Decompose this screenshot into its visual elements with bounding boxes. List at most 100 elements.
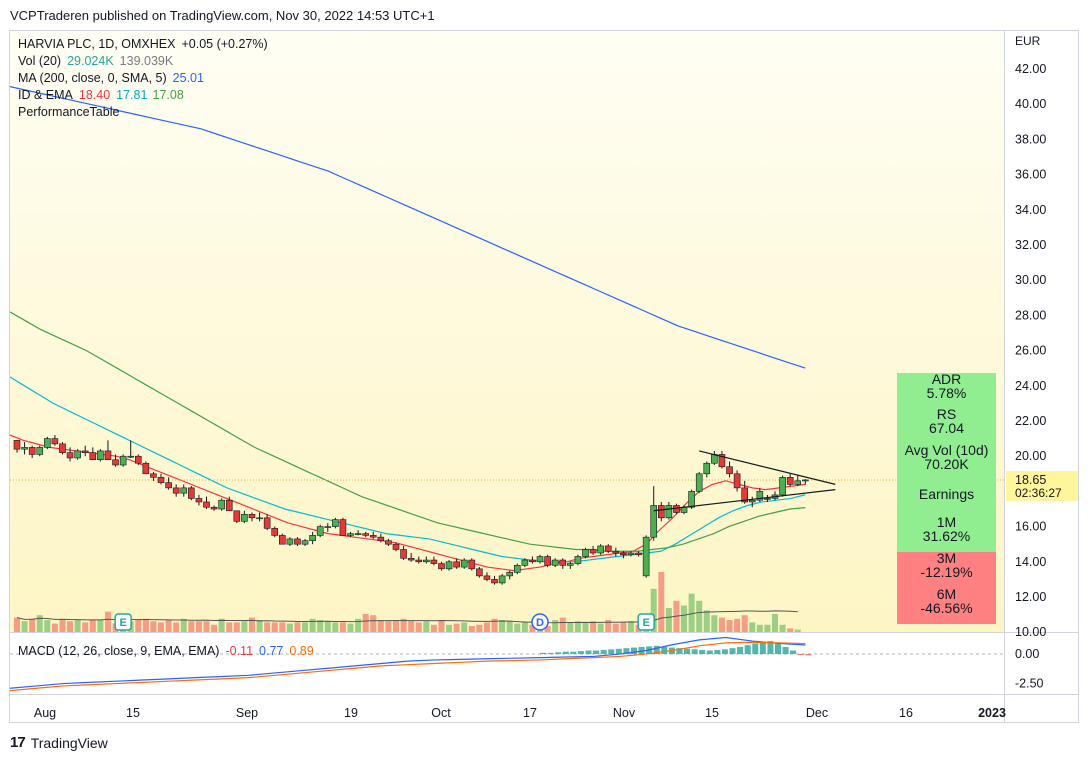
candle-body[interactable] (81, 450, 89, 453)
candle-body[interactable] (150, 473, 157, 478)
candle-body[interactable] (589, 549, 597, 554)
candle-body[interactable] (748, 499, 756, 503)
triangle-pattern[interactable] (653, 450, 836, 512)
candle-body[interactable] (172, 487, 180, 494)
candle-body[interactable] (407, 557, 415, 561)
candle-body[interactable] (210, 506, 218, 510)
candle-body[interactable] (225, 499, 233, 512)
candle-body[interactable] (513, 565, 521, 573)
candle-body[interactable] (324, 526, 332, 528)
candle-body[interactable] (28, 447, 36, 455)
candle-body[interactable] (529, 559, 536, 563)
candle-body[interactable] (278, 535, 286, 545)
candle-body[interactable] (316, 526, 324, 536)
candle-body[interactable] (764, 498, 771, 500)
candle-body[interactable] (165, 482, 172, 489)
candle-body[interactable] (665, 505, 673, 519)
candle-body[interactable] (347, 533, 354, 536)
candle-body[interactable] (657, 505, 665, 519)
chart-canvas[interactable]: E D E EUR 42.00 40.00 38.00 36.00 34.00 32.00 30.… (9, 31, 1078, 722)
triangle-lower-line[interactable] (653, 489, 836, 512)
candle-body[interactable] (44, 438, 51, 448)
candle-body[interactable] (733, 473, 741, 489)
candle-body[interactable] (741, 487, 748, 503)
candle-body[interactable] (415, 559, 423, 563)
candle-body[interactable] (301, 540, 309, 545)
price-axis[interactable]: EUR 42.00 40.00 38.00 36.00 34.00 32.00 30.00 28… (1006, 34, 1078, 639)
candle-body[interactable] (362, 533, 369, 536)
candle-body[interactable] (286, 538, 294, 545)
candle-body[interactable] (673, 505, 680, 513)
candle-body[interactable] (66, 452, 74, 459)
candle-body[interactable] (263, 517, 271, 529)
dividend-marker-icon[interactable] (531, 613, 549, 631)
candle-body[interactable] (195, 498, 203, 503)
candle-body[interactable] (59, 443, 66, 453)
candle-body[interactable] (74, 450, 81, 459)
candle-body[interactable] (718, 454, 726, 468)
candle-body[interactable] (627, 552, 635, 556)
candle-body[interactable] (703, 462, 711, 475)
candle-body[interactable] (779, 477, 786, 496)
candle-body[interactable] (271, 528, 279, 536)
candle-body[interactable] (468, 559, 476, 570)
candle-body[interactable] (620, 552, 627, 556)
chart-frame[interactable]: E D E EUR 42.00 40.00 38.00 36.00 34.00 32.00 30.… (9, 30, 1079, 723)
candle-body[interactable] (127, 455, 134, 458)
candle-body[interactable] (521, 559, 529, 566)
candle-body[interactable] (536, 556, 544, 563)
candle-body[interactable] (597, 545, 604, 554)
candle-body[interactable] (218, 499, 225, 510)
candle-body[interactable] (786, 477, 794, 485)
candle-body[interactable] (104, 450, 112, 461)
time-axis[interactable]: Aug 15 Sep 19 Oct 17 Nov 15 Dec 16 2023 (34, 706, 1006, 720)
candle-body[interactable] (756, 491, 764, 501)
candle-body[interactable] (544, 556, 551, 566)
candle-body[interactable] (119, 455, 127, 466)
candle-body[interactable] (423, 559, 430, 563)
candle-body[interactable] (794, 480, 802, 485)
candle-body[interactable] (726, 466, 733, 475)
candle-body[interactable] (97, 450, 104, 461)
candle-body[interactable] (180, 487, 188, 494)
candle-body[interactable] (688, 491, 695, 508)
candle-body[interactable] (567, 563, 574, 566)
candle-body[interactable] (377, 536, 385, 541)
candle-body[interactable] (650, 505, 658, 538)
candle-body[interactable] (392, 543, 400, 550)
candle-body[interactable] (354, 533, 362, 535)
candle-body[interactable] (157, 477, 165, 483)
candle-body[interactable] (635, 552, 642, 556)
candle-body[interactable] (51, 438, 59, 445)
candle-body[interactable] (309, 535, 316, 541)
candle-body[interactable] (369, 535, 377, 538)
candle-body[interactable] (506, 572, 514, 577)
candle-body[interactable] (241, 513, 248, 522)
candle-body[interactable] (13, 440, 21, 450)
footer[interactable]: 17 TradingView (10, 734, 108, 751)
candle-body[interactable] (188, 487, 195, 499)
candle-body[interactable] (248, 513, 256, 519)
earnings-marker-icon[interactable] (637, 613, 655, 631)
candle-body[interactable] (385, 540, 392, 545)
candle-body[interactable] (460, 559, 468, 568)
candle-body[interactable] (574, 556, 582, 564)
candle-body[interactable] (695, 473, 703, 492)
candle-body[interactable] (498, 575, 506, 584)
candle-body[interactable] (582, 549, 589, 557)
candle-body[interactable] (491, 579, 498, 584)
tradingview-brand[interactable]: TradingView (30, 734, 108, 751)
candle-body[interactable] (559, 559, 567, 566)
candle-body[interactable] (802, 479, 809, 482)
candle-body[interactable] (89, 452, 97, 461)
candle-body[interactable] (112, 459, 119, 466)
candle-body[interactable] (438, 563, 445, 570)
last-price-tag[interactable] (1006, 470, 1078, 501)
candle-body[interactable] (294, 538, 301, 545)
candle-body[interactable] (445, 561, 453, 570)
candle-body[interactable] (256, 517, 263, 520)
candle-body[interactable] (430, 559, 438, 564)
candle-body[interactable] (483, 575, 491, 580)
candlesticks[interactable] (10, 435, 1004, 585)
candle-body[interactable] (551, 559, 559, 566)
